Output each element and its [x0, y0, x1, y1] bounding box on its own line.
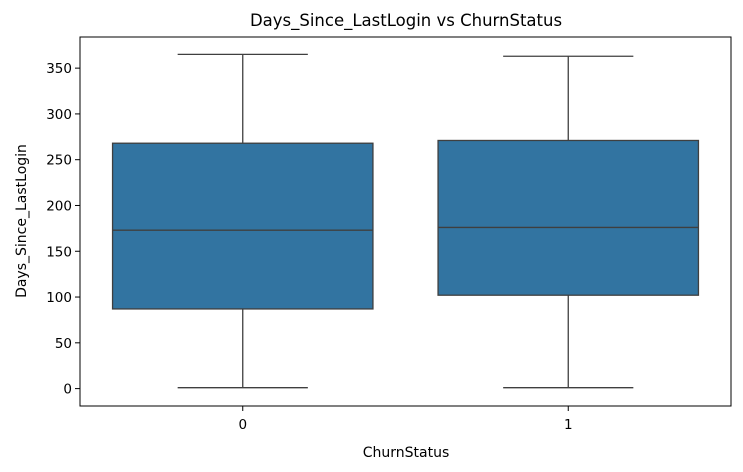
y-axis: 0 50 100 150 200 250 300 350 [46, 61, 80, 398]
y-axis-label: Days_Since_LastLogin [14, 144, 30, 298]
box-0 [111, 53, 374, 389]
y-tick-label: 250 [46, 153, 72, 169]
y-tick-label: 200 [46, 198, 72, 214]
y-tick-label: 350 [46, 61, 72, 77]
chart-title: Days_Since_LastLogin vs ChurnStatus [250, 11, 562, 31]
y-tick-label: 0 [63, 382, 72, 398]
iqr-box [111, 142, 374, 310]
x-axis-label: ChurnStatus [363, 445, 450, 461]
iqr-box [437, 139, 700, 296]
y-tick-label: 150 [46, 244, 72, 260]
box-1 [437, 55, 700, 389]
x-tick-label: 0 [238, 417, 247, 433]
y-tick-label: 300 [46, 107, 72, 123]
x-tick-label: 1 [564, 417, 573, 433]
plot-frame [79, 36, 732, 407]
box-group [111, 53, 700, 389]
y-tick-label: 50 [55, 336, 72, 352]
y-tick-label: 100 [46, 290, 72, 306]
